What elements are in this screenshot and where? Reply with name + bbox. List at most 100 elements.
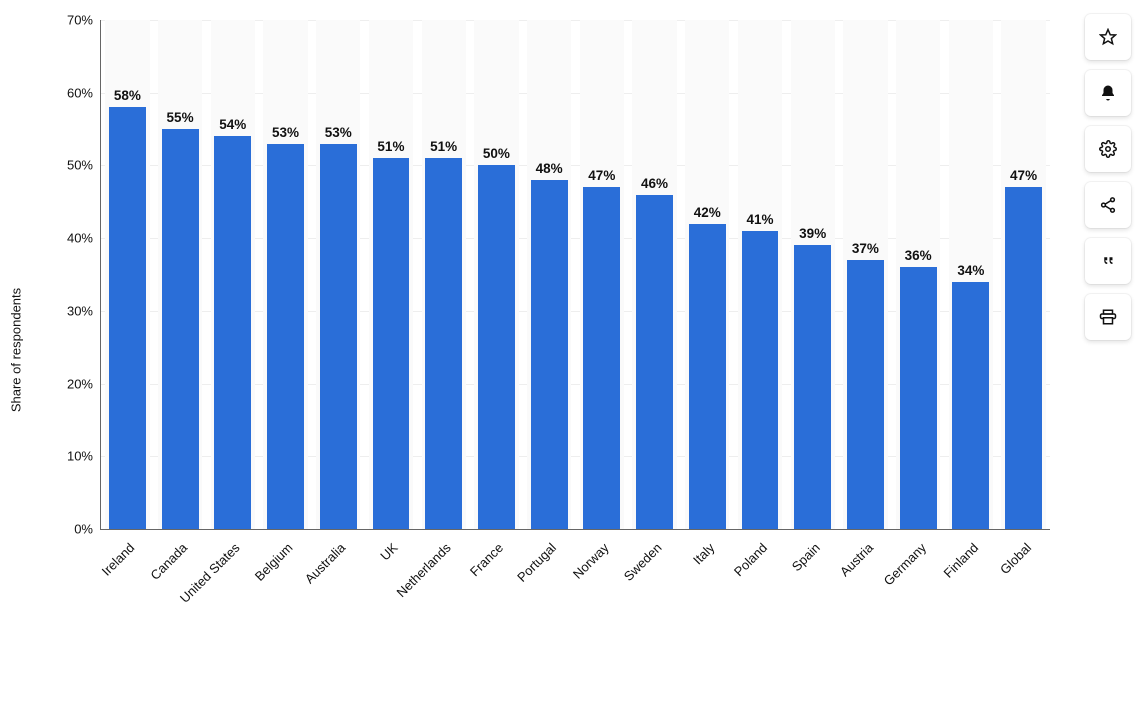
bar-value-label: 42% xyxy=(694,205,721,220)
bar-value-label: 51% xyxy=(430,139,457,154)
bar[interactable]: 50% xyxy=(478,165,515,529)
x-label-text: Austria xyxy=(837,540,876,579)
bar[interactable]: 37% xyxy=(847,260,884,529)
x-label-text: Spain xyxy=(789,540,823,574)
bar-value-label: 58% xyxy=(114,88,141,103)
plot-area: 0%10%20%30%40%50%60%70%58%55%54%53%53%51… xyxy=(100,20,1050,530)
bar[interactable]: 48% xyxy=(531,180,568,529)
bar[interactable]: 55% xyxy=(162,129,199,529)
x-label-text: Canada xyxy=(147,540,190,583)
bar-value-label: 39% xyxy=(799,226,826,241)
bar-column: 34% xyxy=(945,20,998,529)
bar[interactable]: 36% xyxy=(900,267,937,529)
x-label: Belgium xyxy=(258,534,311,674)
bar[interactable]: 53% xyxy=(267,144,304,529)
x-label: France xyxy=(469,534,522,674)
bar-column: 54% xyxy=(206,20,259,529)
bar-column: 51% xyxy=(417,20,470,529)
x-label-text: Ireland xyxy=(98,540,137,579)
bar-column: 46% xyxy=(628,20,681,529)
bar-column: 50% xyxy=(470,20,523,529)
bar-value-label: 37% xyxy=(852,241,879,256)
bar-column: 48% xyxy=(523,20,576,529)
y-tick-label: 10% xyxy=(67,449,93,464)
bar-column: 42% xyxy=(681,20,734,529)
x-axis-labels: IrelandCanadaUnited StatesBelgiumAustral… xyxy=(100,534,1050,674)
x-label: Spain xyxy=(786,534,839,674)
x-label-text: France xyxy=(467,540,506,579)
x-label-text: UK xyxy=(378,540,401,563)
bar-column: 58% xyxy=(101,20,154,529)
bar-value-label: 41% xyxy=(746,212,773,227)
bar-column: 36% xyxy=(892,20,945,529)
bar[interactable]: 47% xyxy=(1005,187,1042,529)
x-label-text: Sweden xyxy=(621,540,665,584)
bar-column: 41% xyxy=(734,20,787,529)
x-label: Sweden xyxy=(628,534,681,674)
bar-value-label: 55% xyxy=(167,110,194,125)
x-label: Norway xyxy=(575,534,628,674)
x-label-text: Global xyxy=(997,540,1034,577)
bar[interactable]: 46% xyxy=(636,195,673,529)
y-tick-label: 0% xyxy=(74,522,93,537)
y-axis-label: Share of respondents xyxy=(9,288,24,412)
bar[interactable]: 41% xyxy=(742,231,779,529)
share-icon xyxy=(1099,196,1117,214)
x-label: Portugal xyxy=(522,534,575,674)
notify-button[interactable] xyxy=(1085,70,1131,116)
y-tick-label: 50% xyxy=(67,158,93,173)
y-tick-label: 40% xyxy=(67,231,93,246)
bar[interactable]: 53% xyxy=(320,144,357,529)
bar-column: 51% xyxy=(365,20,418,529)
bar-value-label: 47% xyxy=(1010,168,1037,183)
bar[interactable]: 47% xyxy=(583,187,620,529)
bar-value-label: 54% xyxy=(219,117,246,132)
bar-value-label: 53% xyxy=(325,125,352,140)
bar-value-label: 36% xyxy=(905,248,932,263)
bar-column: 53% xyxy=(312,20,365,529)
action-sidebar xyxy=(1085,14,1131,340)
y-tick-label: 30% xyxy=(67,303,93,318)
gear-icon xyxy=(1099,140,1117,158)
star-icon xyxy=(1099,28,1117,46)
bar[interactable]: 51% xyxy=(425,158,462,529)
x-label: Global xyxy=(997,534,1050,674)
bar-column: 47% xyxy=(575,20,628,529)
x-label-text: Finland xyxy=(941,540,982,581)
print-icon xyxy=(1099,308,1117,326)
bars: 58% 55% 54% 53% 53% 51% 51% 50% 48% 47% 46% 42% 41% 3… xyxy=(101,20,1050,529)
share-button[interactable] xyxy=(1085,182,1131,228)
bar[interactable]: 51% xyxy=(373,158,410,529)
favorite-button[interactable] xyxy=(1085,14,1131,60)
x-label: Netherlands xyxy=(417,534,470,674)
x-label-text: Belgium xyxy=(252,540,296,584)
x-label-text: Norway xyxy=(570,540,612,582)
bar-value-label: 47% xyxy=(588,168,615,183)
print-button[interactable] xyxy=(1085,294,1131,340)
bar[interactable]: 34% xyxy=(952,282,989,529)
bar[interactable]: 58% xyxy=(109,107,146,529)
y-tick-label: 70% xyxy=(67,13,93,28)
bar[interactable]: 42% xyxy=(689,224,726,529)
x-label: Italy xyxy=(681,534,734,674)
x-label: Canada xyxy=(153,534,206,674)
x-label: Germany xyxy=(892,534,945,674)
bar-value-label: 48% xyxy=(536,161,563,176)
quote-icon xyxy=(1099,252,1117,270)
bell-icon xyxy=(1099,84,1117,102)
bar-column: 55% xyxy=(154,20,207,529)
x-label: UK xyxy=(364,534,417,674)
settings-button[interactable] xyxy=(1085,126,1131,172)
bar-value-label: 53% xyxy=(272,125,299,140)
bar[interactable]: 54% xyxy=(214,136,251,529)
x-label: Australia xyxy=(311,534,364,674)
y-tick-label: 60% xyxy=(67,85,93,100)
bar-value-label: 50% xyxy=(483,146,510,161)
cite-button[interactable] xyxy=(1085,238,1131,284)
x-label: Poland xyxy=(733,534,786,674)
chart-container: Share of respondents 0%10%20%30%40%50%60… xyxy=(40,20,1050,680)
bar[interactable]: 39% xyxy=(794,245,831,529)
x-label: United States xyxy=(206,534,259,674)
x-label: Austria xyxy=(839,534,892,674)
bar-column: 47% xyxy=(997,20,1050,529)
